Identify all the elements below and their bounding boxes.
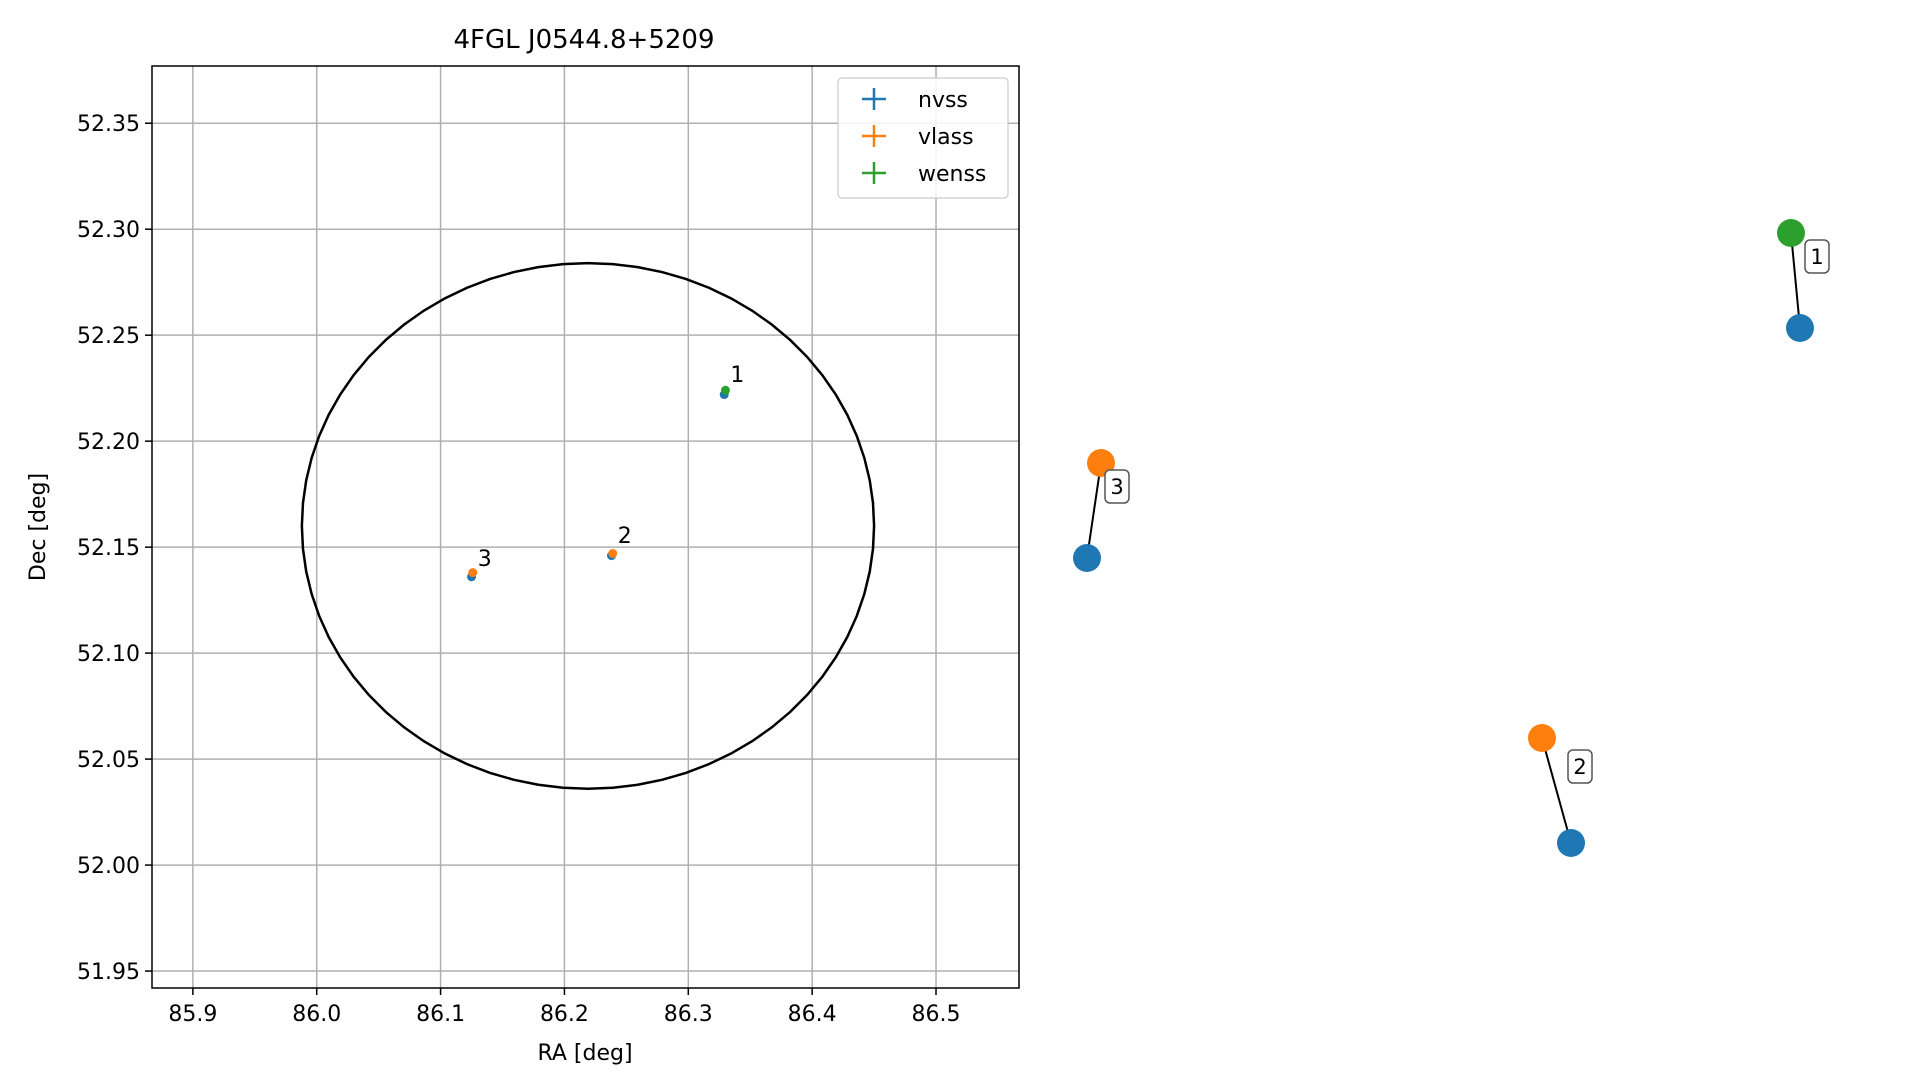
data-points [467, 385, 730, 582]
legend-item-vlass: vlass [862, 125, 974, 150]
y-tick-label: 52.20 [77, 430, 140, 455]
source-label: 2 [618, 524, 632, 549]
y-ticks: 51.95 52.00 52.05 52.10 52.15 52.20 52.25 52.30… [77, 112, 152, 985]
y-tick-label: 52.05 [77, 748, 140, 773]
confidence-ellipse [300, 261, 876, 791]
inset-source-2: 2 [1528, 724, 1593, 857]
main-plot: 4FGL J0544.8+5209 51.95 52.00 52.05 52.10 52… [26, 25, 1020, 1066]
inset-connector [1790, 232, 1801, 329]
x-ticks: 85.9 86.0 86.1 86.2 86.3 86.4 86.5 [168, 988, 961, 1027]
inset-label-box [1104, 469, 1130, 504]
y-tick-label: 52.30 [77, 218, 140, 243]
plot-frame [151, 65, 1020, 989]
point-vlass [468, 568, 478, 578]
y-tick-label: 51.95 [77, 960, 140, 985]
inset-source-3: 3 [1073, 449, 1130, 572]
inset-label-box [1804, 239, 1830, 274]
legend-item-wenss: wenss [862, 162, 986, 187]
legend-label-nvss: nvss [918, 88, 968, 113]
inset-source-1: 1 [1777, 219, 1830, 342]
inset-label: 1 [1810, 245, 1823, 269]
legend-item-nvss: nvss [862, 88, 968, 113]
y-tick-label: 52.10 [77, 642, 140, 667]
x-tick-label: 85.9 [168, 1002, 217, 1027]
inset-marker-nvss [1786, 314, 1814, 342]
inset-marker-wenss [1777, 219, 1805, 247]
legend-label-vlass: vlass [918, 125, 974, 150]
source-label: 3 [478, 547, 492, 572]
zoom-insets: 1 2 3 [1073, 219, 1830, 857]
gridlines [152, 66, 1019, 988]
x-tick-label: 86.0 [292, 1002, 341, 1027]
inset-label: 3 [1110, 475, 1123, 499]
x-tick-label: 86.1 [416, 1002, 465, 1027]
y-tick-label: 52.35 [77, 112, 140, 137]
point-wenss [720, 385, 730, 395]
x-tick-label: 86.3 [664, 1002, 713, 1027]
legend: nvss vlass wenss [837, 77, 1009, 199]
source-label: 1 [730, 363, 744, 388]
point-vlass [608, 548, 618, 558]
inset-connector [1541, 737, 1572, 844]
chart-title: 4FGL J0544.8+5209 [454, 25, 715, 55]
y-axis-label: Dec [deg] [26, 473, 51, 581]
x-tick-label: 86.5 [912, 1002, 961, 1027]
inset-connector [1086, 462, 1102, 559]
x-axis-label: RA [deg] [537, 1041, 632, 1066]
inset-marker-vlass [1528, 724, 1556, 752]
legend-box [837, 77, 1009, 199]
x-tick-label: 86.4 [788, 1002, 837, 1027]
source-annotations: 1 2 3 [478, 363, 745, 572]
inset-marker-nvss [1073, 544, 1101, 572]
y-tick-label: 52.00 [77, 854, 140, 879]
inset-label: 2 [1573, 755, 1586, 779]
legend-label-wenss: wenss [918, 162, 986, 187]
y-tick-label: 52.15 [77, 536, 140, 561]
inset-marker-nvss [1557, 829, 1585, 857]
inset-label-box [1567, 749, 1593, 784]
x-tick-label: 86.2 [540, 1002, 589, 1027]
y-tick-label: 52.25 [77, 324, 140, 349]
